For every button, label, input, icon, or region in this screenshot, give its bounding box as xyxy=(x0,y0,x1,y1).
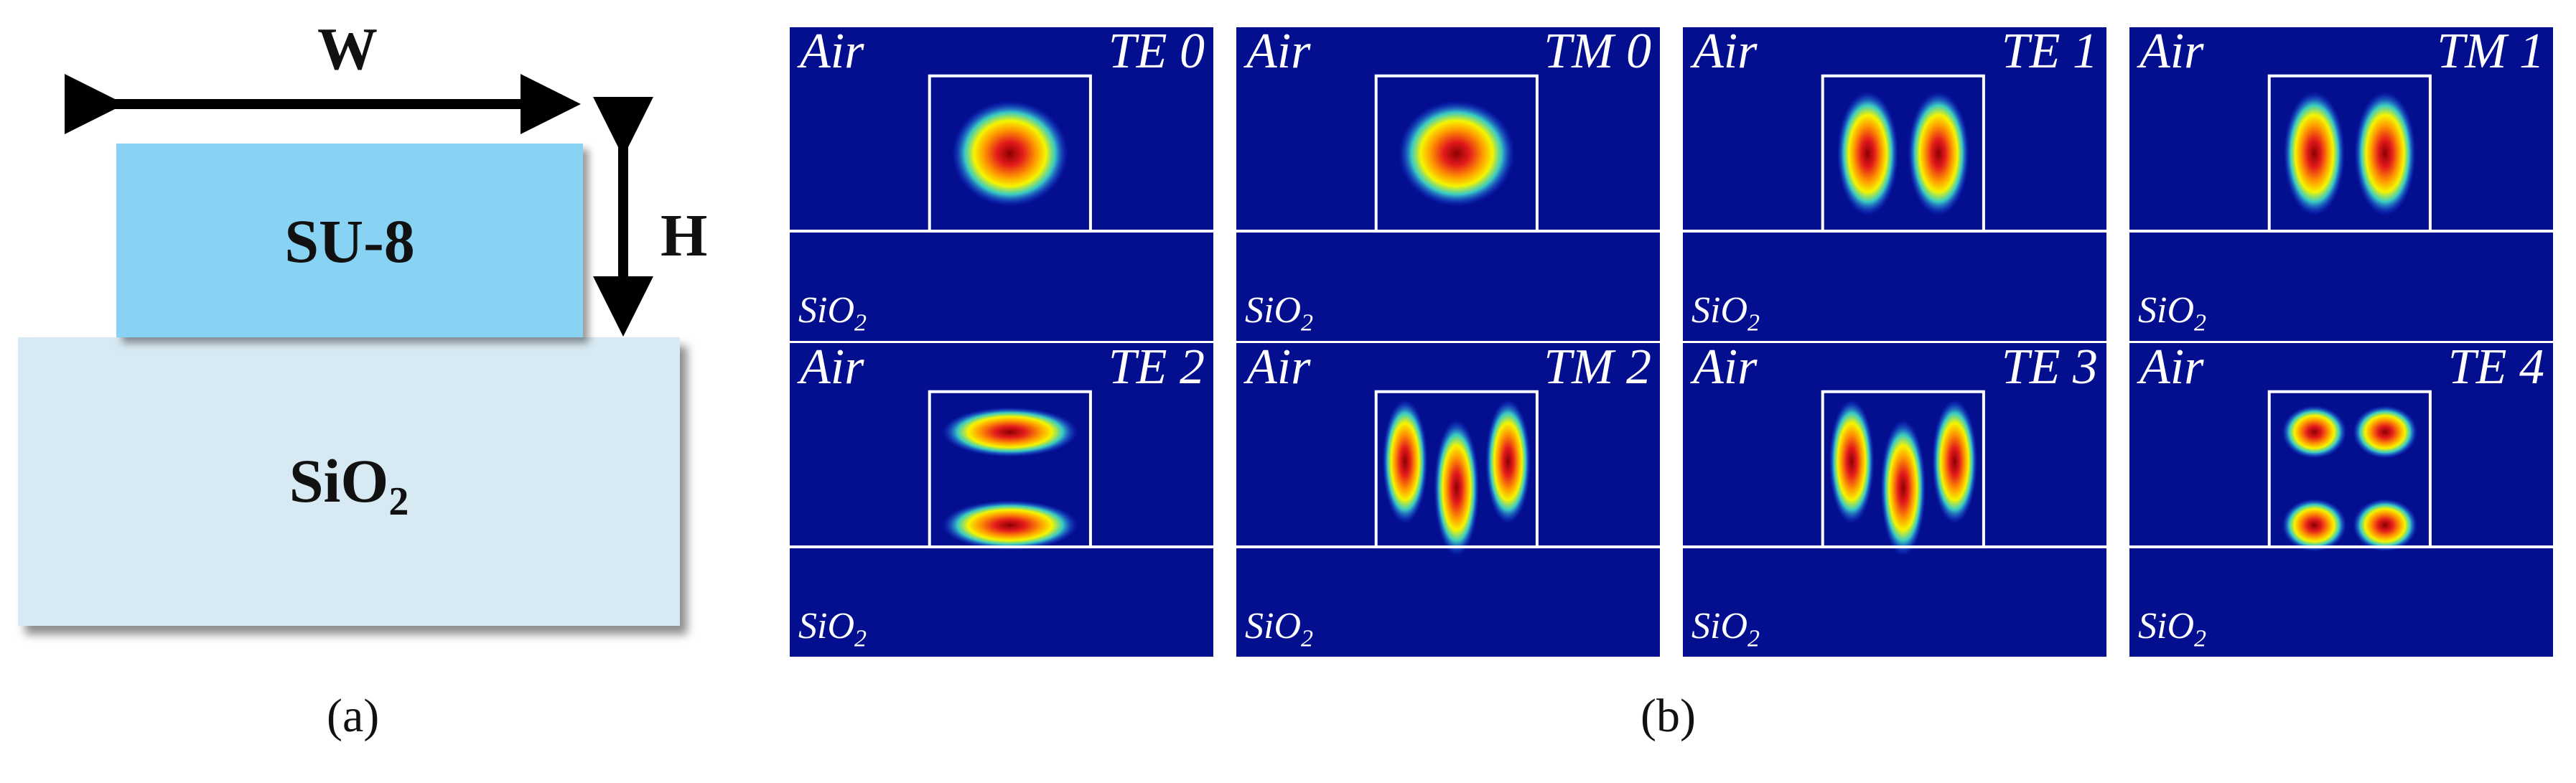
mode-lobe xyxy=(1908,91,1969,216)
mode-panel-te0: Air TE 0 SiO2 xyxy=(790,27,1213,341)
mode-lobe xyxy=(2283,91,2346,216)
mode-field-plot xyxy=(790,390,1213,550)
sio2-label: SiO2 xyxy=(798,605,867,652)
air-label: Air xyxy=(2139,27,2204,79)
mode-name-label: TM 1 xyxy=(2437,27,2544,79)
mode-lobe xyxy=(2282,498,2347,552)
caption-b: (b) xyxy=(1641,690,1696,742)
mode-field-plot xyxy=(1236,390,1660,557)
mode-lobe xyxy=(1837,91,1899,216)
mode-lobe xyxy=(942,500,1078,550)
air-label: Air xyxy=(1246,343,1311,395)
mode-name-label: TE 1 xyxy=(2001,27,2098,79)
mode-lobe xyxy=(2282,405,2347,459)
mode-panel-te3: Air TE 3 SiO2 xyxy=(1683,343,2106,657)
sio2-label: SiO2 xyxy=(798,289,867,336)
dimension-arrows xyxy=(65,74,653,337)
sio2-label: SiO2 xyxy=(2138,289,2206,336)
mode-field-plot xyxy=(790,74,1213,233)
mode-panel-tm0: Air TM 0 SiO2 xyxy=(1236,27,1660,341)
height-label: H xyxy=(661,202,708,269)
mode-lobe xyxy=(2353,498,2417,552)
mode-lobe xyxy=(1932,399,1977,524)
mode-field-plot xyxy=(1683,390,2106,557)
mode-lobe xyxy=(2354,91,2416,216)
panel-b-mode-profiles: Air TE 0 SiO2 Air TM 0 SiO2 Air TE 1 SiO2 Air TM 1… xyxy=(790,0,2576,783)
mode-lobe xyxy=(1829,399,1875,524)
mode-panel-te1: Air TE 1 SiO2 xyxy=(1683,27,2106,341)
core-label: SU-8 xyxy=(284,207,415,276)
substrate-label: SiO2 xyxy=(289,446,409,525)
mode-name-label: TM 0 xyxy=(1544,27,1651,79)
air-label: Air xyxy=(2139,343,2204,395)
sio2-substrate: SiO2 xyxy=(18,337,680,626)
mode-field-plot xyxy=(1683,74,2106,233)
air-label: Air xyxy=(800,27,864,79)
mode-lobe xyxy=(942,407,1078,457)
sio2-label: SiO2 xyxy=(1245,605,1313,652)
mode-name-label: TE 3 xyxy=(2001,343,2098,395)
mode-panel-tm2: Air TM 2 SiO2 xyxy=(1236,343,1660,657)
air-label: Air xyxy=(1693,27,1758,79)
mode-name-label: TE 4 xyxy=(2447,343,2544,395)
mode-lobe xyxy=(1880,419,1926,557)
panel-a-waveguide-schematic: SiO2 SU-8 W H xyxy=(0,0,718,783)
mode-name-label: TE 0 xyxy=(1108,27,1205,79)
mode-lobe xyxy=(1434,419,1480,557)
mode-lobe xyxy=(952,100,1068,207)
air-label: Air xyxy=(1246,27,1311,79)
mode-lobe xyxy=(1382,399,1428,524)
air-label: Air xyxy=(1693,343,1758,395)
width-label: W xyxy=(317,16,378,83)
mode-field-plot xyxy=(2129,390,2553,552)
mode-panel-te2: Air TE 2 SiO2 xyxy=(790,343,1213,657)
mode-lobe xyxy=(1399,100,1515,207)
sio2-label: SiO2 xyxy=(1245,289,1313,336)
mode-field-plot xyxy=(2129,74,2553,233)
mode-name-label: TM 2 xyxy=(1544,343,1651,395)
mode-panel-tm1: Air TM 1 SiO2 xyxy=(2129,27,2553,341)
mode-lobe xyxy=(1485,399,1531,524)
caption-a: (a) xyxy=(327,690,380,742)
mode-field-plot xyxy=(1236,74,1660,233)
mode-name-label: TE 2 xyxy=(1108,343,1205,395)
sio2-label: SiO2 xyxy=(1691,289,1760,336)
air-label: Air xyxy=(800,343,864,395)
sio2-label: SiO2 xyxy=(2138,605,2206,652)
sio2-label: SiO2 xyxy=(1691,605,1760,652)
mode-panel-te4: Air TE 4 SiO2 xyxy=(2129,343,2553,657)
mode-lobe xyxy=(2353,405,2417,459)
su8-core: SU-8 xyxy=(116,144,583,337)
